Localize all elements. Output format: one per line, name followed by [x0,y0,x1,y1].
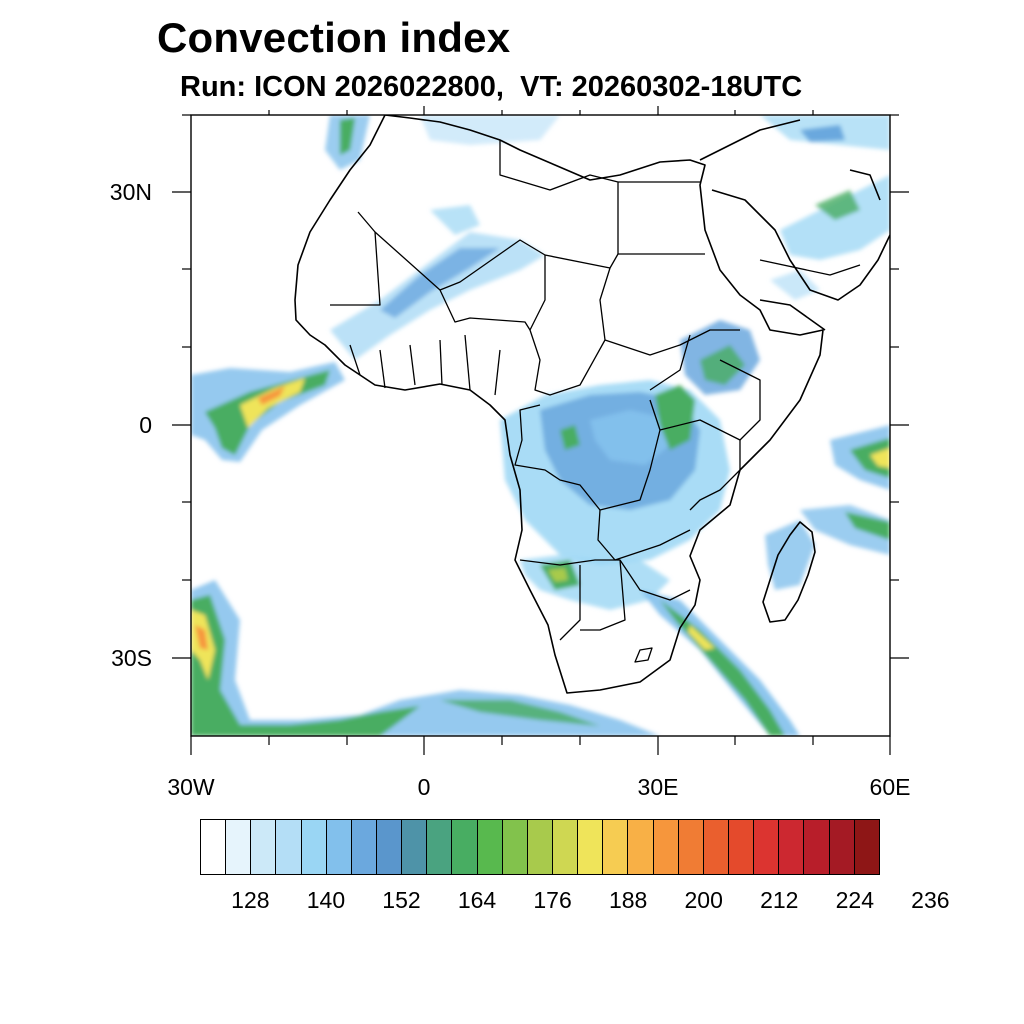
colorbar-swatch [376,820,403,874]
lat-label-0: 0 [139,412,152,438]
africa-coastline [294,115,824,694]
colorbar-swatch [452,820,478,874]
colorbar-label: 236 [911,887,950,913]
colorbar-label: 152 [382,887,421,913]
lon-label-30w: 30W [167,774,215,800]
chart-title: Convection index [157,14,511,61]
colorbar-swatch [351,820,377,874]
colorbar-swatch [804,820,830,874]
colorbar-swatch [728,820,755,874]
colorbar-swatch [402,820,428,874]
lon-label-0: 0 [417,774,431,800]
colorbar-swatch [854,820,879,874]
colorbar-swatch [628,820,654,874]
colorbar-label: 200 [684,887,723,913]
lon-label-60e: 60E [869,774,911,800]
colorbar-label: 188 [608,887,648,913]
colorbar-swatch [502,820,528,874]
arabia-coastline [711,189,890,301]
colorbar-swatch [552,820,579,874]
colorbar-swatch [578,820,604,874]
madagascar-coastline [762,521,816,623]
chart-subtitle: Run: ICON 2026022800, VT: 20260302-18UTC [180,71,803,103]
colorbar-label: 224 [835,887,874,913]
colorbar-swatch [703,820,729,874]
colorbar-swatch [829,820,855,874]
map-frame [172,106,909,755]
colorbar-label: 140 [306,887,346,913]
colorbar-label: 128 [231,887,270,913]
lat-label-30s: 30S [111,645,152,671]
colorbar-label: 212 [760,887,799,913]
convection-field [191,115,890,736]
colorbar-swatch [754,820,780,874]
colorbar-swatch [779,820,805,874]
colorbar-swatch [201,820,227,874]
country-borders [330,140,861,663]
colorbar-swatch [477,820,503,874]
colorbar-swatch [653,820,679,874]
lat-label-30n: 30N [109,179,152,205]
colorbar-swatch [301,820,327,874]
colorbar-swatch [678,820,704,874]
convection-band-sahel [330,232,545,360]
colorbar-label: 164 [457,887,497,913]
colorbar-swatch [603,820,629,874]
colorbar-swatch [527,820,553,874]
coastlines [294,115,890,694]
colorbar-swatch [427,820,453,874]
colorbar-swatch [326,820,352,874]
colorbar-swatch [276,820,302,874]
lon-label-30e: 30E [637,774,679,800]
colorbar-swatch [226,820,252,874]
colorbar-swatch [251,820,277,874]
colorbar [200,819,880,875]
convection-band-southwest [191,580,660,736]
colorbar-label: 176 [533,887,572,913]
